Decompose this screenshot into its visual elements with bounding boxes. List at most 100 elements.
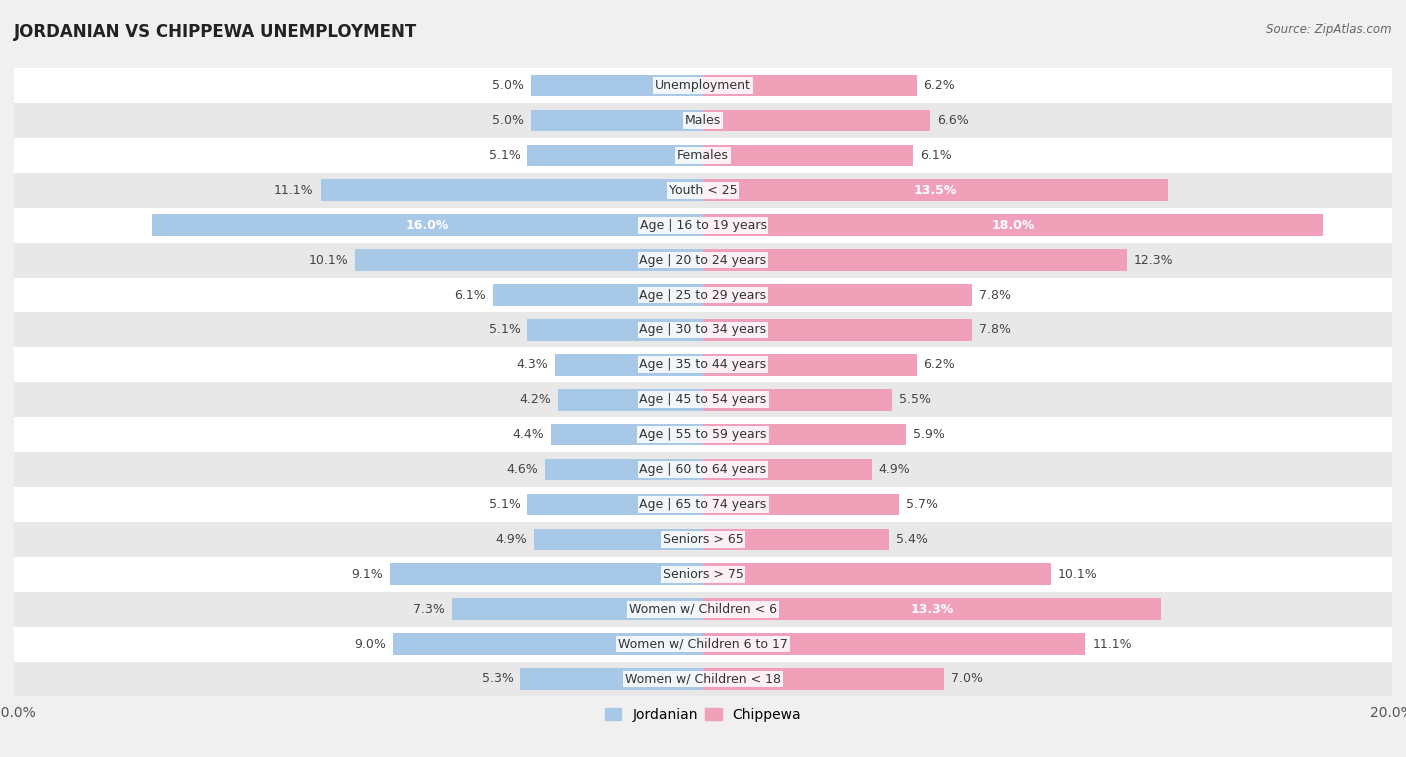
- Text: 5.4%: 5.4%: [896, 533, 928, 546]
- Text: Females: Females: [678, 149, 728, 162]
- Bar: [14, 487, 1392, 522]
- Bar: [558, 389, 703, 410]
- Text: 9.1%: 9.1%: [352, 568, 382, 581]
- Text: 6.2%: 6.2%: [924, 79, 955, 92]
- Text: 18.0%: 18.0%: [991, 219, 1035, 232]
- Text: Age | 25 to 29 years: Age | 25 to 29 years: [640, 288, 766, 301]
- Text: Age | 45 to 54 years: Age | 45 to 54 years: [640, 393, 766, 407]
- Text: 16.0%: 16.0%: [406, 219, 449, 232]
- Bar: [703, 389, 893, 410]
- Bar: [703, 668, 945, 690]
- Bar: [14, 138, 1392, 173]
- Bar: [14, 417, 1392, 452]
- Text: 5.9%: 5.9%: [912, 428, 945, 441]
- Text: Unemployment: Unemployment: [655, 79, 751, 92]
- Bar: [389, 563, 703, 585]
- Bar: [14, 382, 1392, 417]
- Bar: [544, 459, 703, 481]
- Bar: [494, 284, 703, 306]
- Text: 4.6%: 4.6%: [506, 463, 537, 476]
- Text: 7.0%: 7.0%: [950, 672, 983, 686]
- Text: 5.7%: 5.7%: [907, 498, 938, 511]
- Bar: [520, 668, 703, 690]
- Text: Age | 35 to 44 years: Age | 35 to 44 years: [640, 358, 766, 372]
- Text: Youth < 25: Youth < 25: [669, 184, 737, 197]
- Bar: [356, 249, 703, 271]
- Bar: [14, 278, 1392, 313]
- Bar: [703, 354, 917, 375]
- Text: 5.0%: 5.0%: [492, 114, 524, 127]
- Text: Age | 16 to 19 years: Age | 16 to 19 years: [640, 219, 766, 232]
- Bar: [451, 598, 703, 620]
- Bar: [703, 75, 917, 96]
- Text: Age | 55 to 59 years: Age | 55 to 59 years: [640, 428, 766, 441]
- Text: Source: ZipAtlas.com: Source: ZipAtlas.com: [1267, 23, 1392, 36]
- Text: 4.9%: 4.9%: [879, 463, 911, 476]
- Text: 4.3%: 4.3%: [516, 358, 548, 372]
- Text: 5.1%: 5.1%: [488, 149, 520, 162]
- Text: 9.0%: 9.0%: [354, 637, 387, 650]
- Bar: [14, 243, 1392, 278]
- Bar: [152, 214, 703, 236]
- Text: Seniors > 65: Seniors > 65: [662, 533, 744, 546]
- Text: 11.1%: 11.1%: [1092, 637, 1132, 650]
- Bar: [703, 494, 900, 516]
- Bar: [14, 103, 1392, 138]
- Bar: [14, 627, 1392, 662]
- Text: 6.2%: 6.2%: [924, 358, 955, 372]
- Text: 10.1%: 10.1%: [1057, 568, 1098, 581]
- Bar: [14, 557, 1392, 592]
- Text: 5.0%: 5.0%: [492, 79, 524, 92]
- Bar: [534, 528, 703, 550]
- Text: Age | 60 to 64 years: Age | 60 to 64 years: [640, 463, 766, 476]
- Text: 13.5%: 13.5%: [914, 184, 957, 197]
- Bar: [703, 459, 872, 481]
- Bar: [703, 598, 1161, 620]
- Text: 4.9%: 4.9%: [495, 533, 527, 546]
- Bar: [703, 214, 1323, 236]
- Text: 7.3%: 7.3%: [413, 603, 444, 615]
- Text: 4.2%: 4.2%: [520, 393, 551, 407]
- Bar: [527, 494, 703, 516]
- Bar: [703, 319, 972, 341]
- Text: 10.1%: 10.1%: [308, 254, 349, 266]
- Legend: Jordanian, Chippewa: Jordanian, Chippewa: [599, 702, 807, 727]
- Bar: [703, 145, 912, 167]
- Text: 7.8%: 7.8%: [979, 288, 1011, 301]
- Text: Seniors > 75: Seniors > 75: [662, 568, 744, 581]
- Bar: [531, 110, 703, 131]
- Text: 6.6%: 6.6%: [938, 114, 969, 127]
- Bar: [14, 452, 1392, 487]
- Bar: [321, 179, 703, 201]
- Bar: [531, 75, 703, 96]
- Bar: [14, 173, 1392, 207]
- Bar: [14, 68, 1392, 103]
- Bar: [14, 347, 1392, 382]
- Bar: [527, 145, 703, 167]
- Bar: [703, 179, 1168, 201]
- Bar: [703, 110, 931, 131]
- Text: Males: Males: [685, 114, 721, 127]
- Text: 6.1%: 6.1%: [920, 149, 952, 162]
- Bar: [555, 354, 703, 375]
- Bar: [392, 634, 703, 655]
- Bar: [14, 522, 1392, 557]
- Bar: [703, 563, 1050, 585]
- Text: Age | 30 to 34 years: Age | 30 to 34 years: [640, 323, 766, 336]
- Bar: [703, 249, 1126, 271]
- Text: 5.5%: 5.5%: [900, 393, 931, 407]
- Text: 13.3%: 13.3%: [911, 603, 953, 615]
- Bar: [14, 313, 1392, 347]
- Text: Women w/ Children < 6: Women w/ Children < 6: [628, 603, 778, 615]
- Bar: [527, 319, 703, 341]
- Text: Age | 65 to 74 years: Age | 65 to 74 years: [640, 498, 766, 511]
- Bar: [703, 634, 1085, 655]
- Text: 12.3%: 12.3%: [1133, 254, 1173, 266]
- Text: 4.4%: 4.4%: [513, 428, 544, 441]
- Text: 5.1%: 5.1%: [488, 498, 520, 511]
- Text: Age | 20 to 24 years: Age | 20 to 24 years: [640, 254, 766, 266]
- Text: 6.1%: 6.1%: [454, 288, 486, 301]
- Text: 5.3%: 5.3%: [482, 672, 513, 686]
- Bar: [14, 207, 1392, 243]
- Bar: [703, 528, 889, 550]
